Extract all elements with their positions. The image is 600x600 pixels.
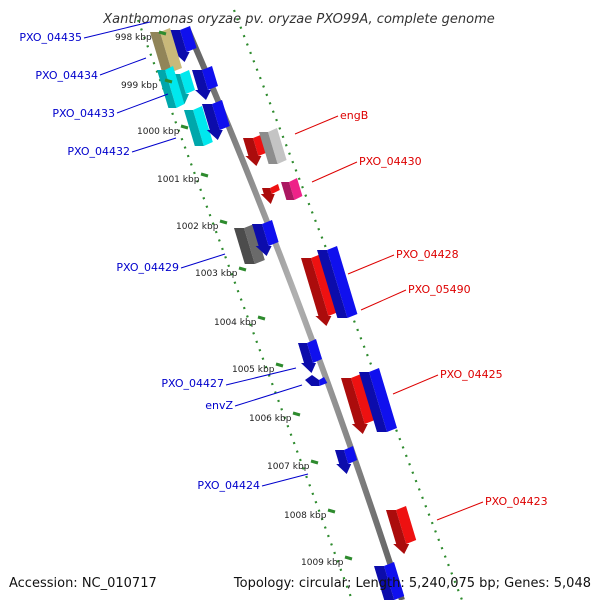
gene-label-pxo_04429[interactable]: PXO_04429 xyxy=(116,261,179,274)
gene-pxo_04427-blue[interactable] xyxy=(298,339,322,373)
gene-label-pxo_04428[interactable]: PXO_04428 xyxy=(396,248,459,261)
gene-pxo_04434-blue[interactable] xyxy=(192,66,218,100)
scale-label: 1006 kbp xyxy=(249,414,292,424)
gene-pxo_04435-blue[interactable] xyxy=(170,26,197,62)
leader-line xyxy=(294,115,339,135)
gene-pxo_04425-red[interactable] xyxy=(341,374,375,434)
gene-label-pxo_04433[interactable]: PXO_04433 xyxy=(52,107,115,120)
gene-pxo_04423-red[interactable] xyxy=(386,506,417,554)
leader-line xyxy=(347,254,395,275)
accession-text: Accession: NC_010717 xyxy=(9,576,157,591)
scale-label: 1000 kbp xyxy=(137,127,180,137)
scale-label: 1004 kbp xyxy=(214,318,257,328)
genome-summary-text: Topology: circular; Length: 5,240,075 bp… xyxy=(233,576,591,591)
leader-line xyxy=(261,473,309,487)
scale-label: 1001 kbp xyxy=(157,175,200,185)
gene-label-pxo_04434[interactable]: PXO_04434 xyxy=(35,69,98,82)
major-tick xyxy=(180,124,189,130)
scale-label: 1005 kbp xyxy=(232,365,275,375)
gene-pxo_04428-red[interactable] xyxy=(301,254,339,326)
major-tick xyxy=(238,266,247,272)
leader-line xyxy=(392,374,439,395)
major-tick xyxy=(344,555,353,561)
leader-line xyxy=(225,367,297,386)
major-tick xyxy=(219,219,228,225)
gene-pxo_04433-cyan[interactable] xyxy=(157,66,185,108)
gene-pxo_04429-darkgray[interactable] xyxy=(234,224,265,264)
major-tick xyxy=(200,172,209,178)
major-tick xyxy=(292,411,301,417)
leader-line xyxy=(131,137,177,153)
leader-line xyxy=(360,289,407,311)
map-title: Xanthomonas oryzae pv. oryzae PXO99A, co… xyxy=(102,12,495,27)
major-tick xyxy=(158,30,167,36)
gene-pxo_04430-magenta[interactable] xyxy=(281,178,303,200)
gene-label-engb[interactable]: engB xyxy=(340,109,368,122)
gene-pxo_04430-red[interactable] xyxy=(260,184,280,204)
leader-line xyxy=(436,501,484,521)
gene-label-pxo_04423[interactable]: PXO_04423 xyxy=(485,495,548,508)
scale-label: 1007 kbp xyxy=(267,462,310,472)
leader-line xyxy=(180,253,226,269)
gene-pxo_04425-blue[interactable] xyxy=(359,368,397,432)
gene-pxo_04429-blue[interactable] xyxy=(252,220,279,256)
gene-label-envz[interactable]: envZ xyxy=(205,399,233,412)
leader-line xyxy=(99,57,147,76)
scale-label: 1008 kbp xyxy=(284,511,327,521)
gene-pxo_04424-blue[interactable] xyxy=(335,446,358,474)
scale-label: 998 kbp xyxy=(115,33,152,43)
leader-line xyxy=(116,93,169,114)
scale-label: 1009 kbp xyxy=(301,558,344,568)
gene-label-pxo_04432[interactable]: PXO_04432 xyxy=(67,145,130,158)
scale-label: 1002 kbp xyxy=(176,222,219,232)
gene-label-pxo_04427[interactable]: PXO_04427 xyxy=(161,377,224,390)
feature-layer xyxy=(150,26,417,600)
leader-line xyxy=(83,21,151,39)
scale-label: 999 kbp xyxy=(121,81,158,91)
gene-pxo_04434-tan[interactable] xyxy=(150,28,182,72)
major-tick xyxy=(275,362,284,368)
gene-label-pxo_04425[interactable]: PXO_04425 xyxy=(440,368,503,381)
gene-pxo_04432-blue[interactable] xyxy=(202,100,230,140)
gene-pxo_04423-blue[interactable] xyxy=(374,562,405,600)
leader-line xyxy=(234,384,303,407)
major-tick xyxy=(257,315,266,321)
gene-label-pxo_05490[interactable]: PXO_05490 xyxy=(408,283,471,296)
scale-label: 1003 kbp xyxy=(195,269,238,279)
gene-pxo_05490-blue[interactable] xyxy=(317,246,358,318)
gene-label-pxo_04424[interactable]: PXO_04424 xyxy=(197,479,260,492)
gene-envz-blue[interactable] xyxy=(305,375,328,386)
major-tick xyxy=(310,459,319,465)
gene-engb-lightgray[interactable] xyxy=(259,128,287,164)
major-tick xyxy=(327,508,336,514)
label-layer: 998 kbp 999 kbp 1000 kbp 1001 kbp 1002 kbp 10… xyxy=(19,21,548,568)
gene-pxo_04432-cyan[interactable] xyxy=(184,106,213,146)
leader-line xyxy=(311,161,358,183)
gene-label-pxo_04430[interactable]: PXO_04430 xyxy=(359,155,422,168)
gene-label-pxo_04435[interactable]: PXO_04435 xyxy=(19,31,82,44)
major-tick xyxy=(164,78,173,84)
